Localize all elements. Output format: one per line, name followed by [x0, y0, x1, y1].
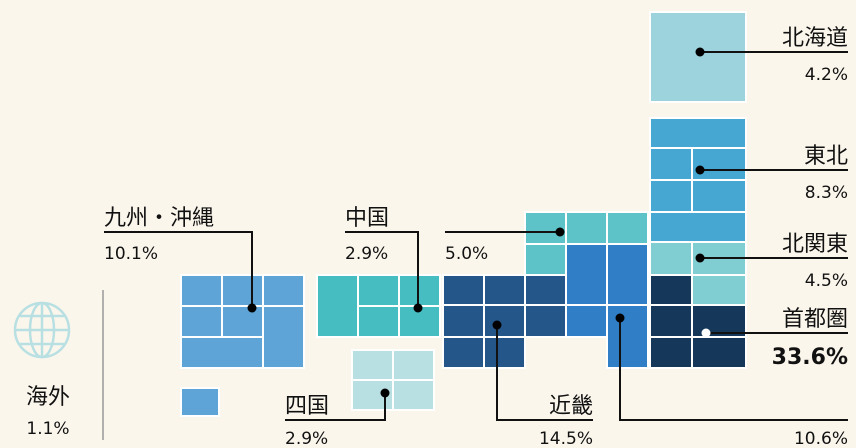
tiles-kyushu [180, 274, 305, 369]
region-value: 2.9% [285, 429, 328, 448]
tiles-tohoku [649, 117, 747, 243]
region-value: 10.1% [104, 244, 158, 264]
tiles-hokuriku [524, 211, 649, 276]
region-name: 東北 [804, 144, 848, 169]
tiles-shutoken [649, 274, 747, 369]
region-name: 首都圏 [782, 307, 848, 332]
globe-icon [13, 301, 71, 359]
region-value: 5.0% [445, 244, 488, 264]
region-value: 33.6% [772, 345, 848, 370]
region-value: 4.2% [805, 65, 848, 85]
region-value: 10.6% [794, 429, 848, 448]
region-name: 北関東 [782, 232, 848, 257]
region-value: 1.1% [26, 419, 69, 439]
region-name: 中国 [345, 206, 389, 231]
region-value: 8.3% [805, 183, 848, 203]
region-value: 4.5% [805, 271, 848, 291]
region-name: 九州・沖縄 [104, 206, 214, 231]
tiles-tokai [565, 243, 649, 369]
leader-lines [102, 47, 848, 440]
tiles-kitakanto [649, 241, 747, 306]
region-value: 14.5% [539, 429, 593, 448]
region-name: 北海道 [782, 26, 848, 51]
tiles-shikoku [351, 349, 435, 411]
tile-overseas [180, 387, 220, 417]
region-name: 四国 [285, 394, 329, 419]
tiles-chugoku [316, 274, 441, 338]
region-value: 2.9% [345, 244, 388, 264]
tiles [180, 11, 747, 417]
region-name: 近畿 [549, 394, 593, 419]
tile-hokkaido [649, 11, 747, 103]
region-name: 海外 [26, 385, 70, 410]
tiles-kinki [442, 274, 567, 369]
